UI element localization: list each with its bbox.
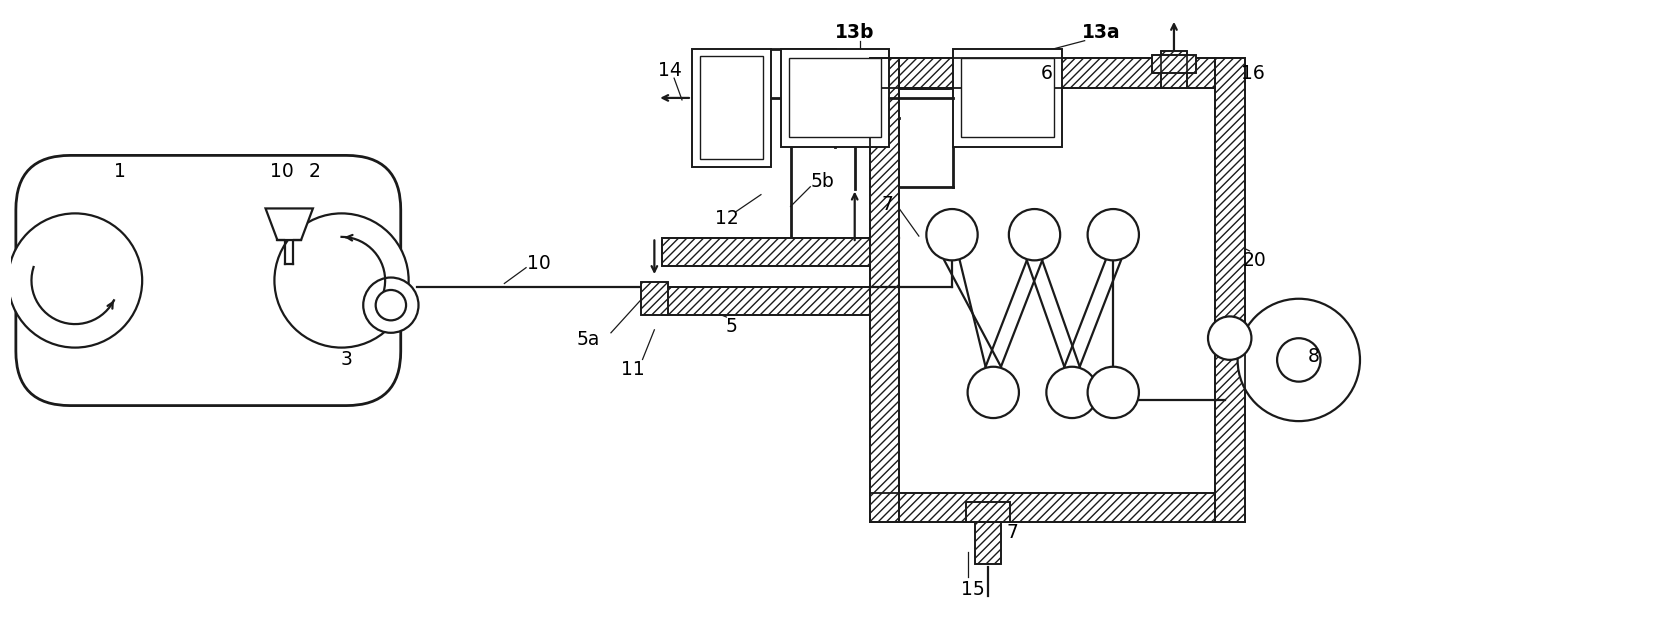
Bar — [869, 58, 1215, 88]
Text: 5b: 5b — [810, 172, 834, 191]
Text: 8: 8 — [1306, 347, 1320, 366]
Circle shape — [275, 213, 408, 347]
Bar — [965, 502, 1010, 522]
Bar — [699, 57, 762, 159]
Circle shape — [925, 209, 977, 260]
Text: 16: 16 — [1240, 64, 1263, 83]
Text: 7: 7 — [1007, 523, 1018, 542]
Bar — [780, 48, 889, 147]
Text: 13a: 13a — [1082, 23, 1120, 43]
Circle shape — [363, 277, 418, 333]
Bar — [1151, 55, 1195, 73]
Circle shape — [1087, 367, 1138, 418]
Bar — [641, 282, 667, 315]
FancyBboxPatch shape — [17, 156, 401, 406]
Text: 3: 3 — [341, 350, 353, 369]
Text: 2: 2 — [310, 163, 321, 182]
Bar — [973, 522, 1000, 564]
Text: 13b: 13b — [834, 23, 874, 43]
Text: 20: 20 — [1241, 251, 1266, 271]
Bar — [1215, 58, 1243, 522]
Bar — [662, 238, 869, 265]
Bar — [662, 238, 869, 265]
Circle shape — [967, 367, 1018, 418]
Bar — [662, 288, 869, 315]
Bar — [789, 58, 880, 137]
Text: 5a: 5a — [576, 330, 599, 349]
Bar — [1160, 51, 1186, 88]
Text: 6: 6 — [1040, 64, 1052, 83]
Bar — [869, 58, 1215, 88]
Bar — [869, 58, 899, 522]
Circle shape — [376, 290, 406, 321]
Text: 15: 15 — [960, 580, 985, 599]
Bar — [960, 58, 1053, 137]
Text: 12: 12 — [714, 209, 737, 228]
Bar — [869, 493, 1215, 522]
Bar — [1151, 55, 1195, 73]
Bar — [973, 522, 1000, 564]
Text: 1: 1 — [113, 163, 125, 182]
Circle shape — [8, 213, 141, 347]
Bar — [869, 58, 899, 522]
Text: 10: 10 — [270, 163, 295, 182]
Text: 7: 7 — [880, 195, 892, 214]
Text: 5: 5 — [726, 318, 737, 337]
Bar — [965, 502, 1010, 522]
Circle shape — [1236, 298, 1359, 421]
Text: 14: 14 — [657, 61, 682, 80]
Bar — [953, 48, 1062, 147]
Circle shape — [1208, 316, 1251, 360]
Bar — [641, 282, 667, 315]
Text: 10: 10 — [527, 254, 551, 273]
Circle shape — [1087, 209, 1138, 260]
Circle shape — [1276, 338, 1320, 382]
Circle shape — [1045, 367, 1097, 418]
Bar — [869, 493, 1215, 522]
Bar — [692, 48, 770, 167]
Bar — [1160, 51, 1186, 88]
Bar — [1215, 58, 1243, 522]
Polygon shape — [265, 208, 313, 240]
Circle shape — [1008, 209, 1060, 260]
Text: 11: 11 — [621, 360, 644, 379]
Bar — [662, 288, 869, 315]
